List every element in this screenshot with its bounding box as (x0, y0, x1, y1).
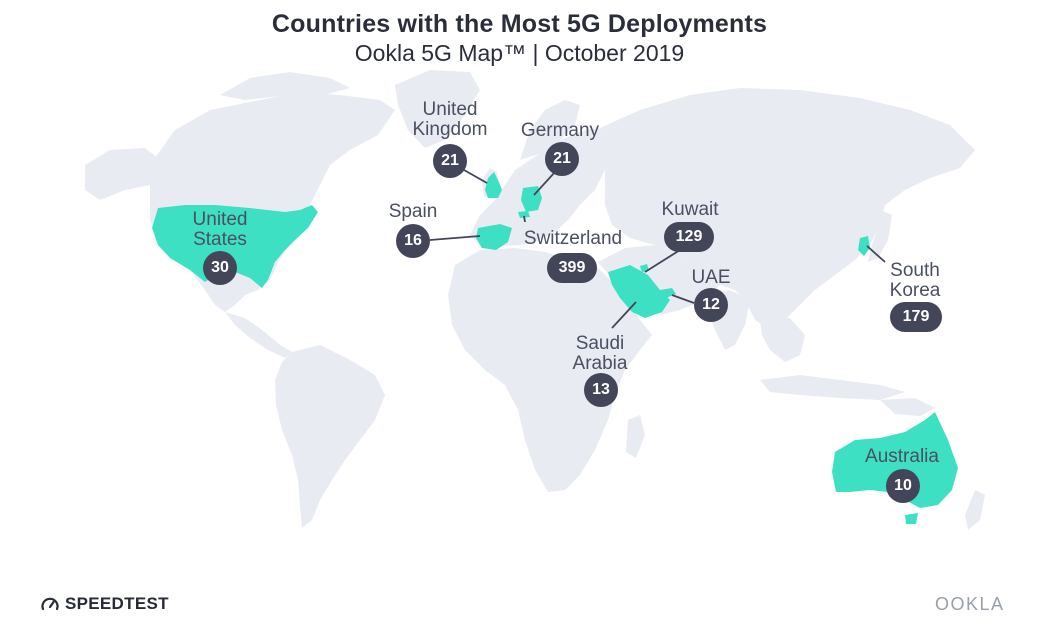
label-united-kingdom: United Kingdom (400, 100, 500, 140)
label-australia: Australia (865, 446, 939, 467)
label-saudi-arabia-line1: Saudi (575, 333, 625, 354)
landmass-north-america (150, 92, 395, 312)
map-title: Countries with the Most 5G Deployments (271, 10, 768, 38)
badge-united-states: 30 (203, 251, 237, 285)
leader-line-uae (671, 294, 695, 304)
landmass-greenland (395, 70, 480, 148)
landmass-scandinavia (520, 100, 580, 160)
badge-united-kingdom: 21 (433, 144, 467, 178)
label-south-korea: South Korea (875, 261, 955, 301)
leader-line-korea (866, 245, 886, 263)
speedtest-logo: SPEEDTEST (40, 594, 169, 614)
landmass-africa (448, 248, 652, 492)
badge-uae: 12 (694, 288, 728, 322)
label-saudi-arabia: Saudi Arabia (560, 334, 640, 374)
label-spain: Spain (388, 201, 438, 222)
label-south-korea-line2: Korea (889, 280, 941, 301)
landmass-japan (868, 210, 892, 262)
label-united-states-line1: United (192, 209, 248, 230)
highlighted-countries (152, 172, 958, 524)
highlight-south-korea (858, 236, 870, 256)
label-saudi-arabia-line2: Arabia (572, 353, 628, 374)
leader-line-saudi (611, 301, 637, 329)
landmass-new-guinea (880, 398, 935, 416)
ookla-logo: OOKLA (935, 594, 1005, 614)
highlight-tasmania (905, 513, 918, 524)
label-united-states: United States (175, 210, 265, 250)
leader-line-uk (463, 169, 488, 184)
landmass-central-america (225, 312, 292, 358)
label-south-korea-line1: South (890, 260, 940, 281)
leader-line-switzerland (523, 215, 526, 223)
label-kuwait: Kuwait (661, 199, 719, 220)
highlight-united-kingdom (485, 172, 502, 198)
badge-south-korea: 179 (890, 302, 942, 332)
badge-saudi-arabia: 13 (584, 373, 618, 407)
map-subtitle: Ookla 5G Map™ | October 2019 (354, 40, 685, 66)
label-united-states-line2: States (193, 229, 247, 250)
speedometer-icon (41, 597, 59, 611)
leader-line-spain (429, 235, 481, 241)
label-united-kingdom-line2: Kingdom (412, 119, 488, 140)
badge-kuwait: 129 (664, 222, 714, 252)
highlight-switzerland (518, 211, 530, 218)
highlight-united-states (152, 205, 318, 288)
landmass-southeast-asia (760, 318, 805, 362)
leader-line-germany (533, 171, 556, 196)
label-united-kingdom-line1: United (422, 99, 478, 120)
highlight-spain (476, 224, 512, 250)
speedtest-wordmark: SPEEDTEST (65, 594, 169, 613)
landmass-alaska (85, 148, 160, 200)
highlight-saudi-arabia (608, 265, 670, 318)
landmass-canada-islands (220, 72, 350, 100)
landmass-group (85, 70, 985, 530)
label-uae: UAE (691, 267, 731, 288)
highlight-australia (832, 412, 958, 508)
label-germany: Germany (520, 120, 600, 141)
landmass-south-america (275, 345, 385, 528)
landmass-indonesia (760, 375, 905, 400)
leader-lines (429, 169, 886, 329)
leader-line-kuwait (644, 249, 681, 273)
landmass-madagascar (626, 415, 645, 458)
badge-spain: 16 (396, 224, 430, 258)
badge-australia: 10 (886, 469, 920, 503)
landmass-asia (600, 88, 975, 330)
label-switzerland: Switzerland (523, 228, 623, 249)
badge-switzerland: 399 (547, 253, 597, 283)
landmass-new-zealand (965, 490, 985, 530)
badge-germany: 21 (545, 142, 579, 176)
landmass-middle-east (598, 245, 720, 315)
